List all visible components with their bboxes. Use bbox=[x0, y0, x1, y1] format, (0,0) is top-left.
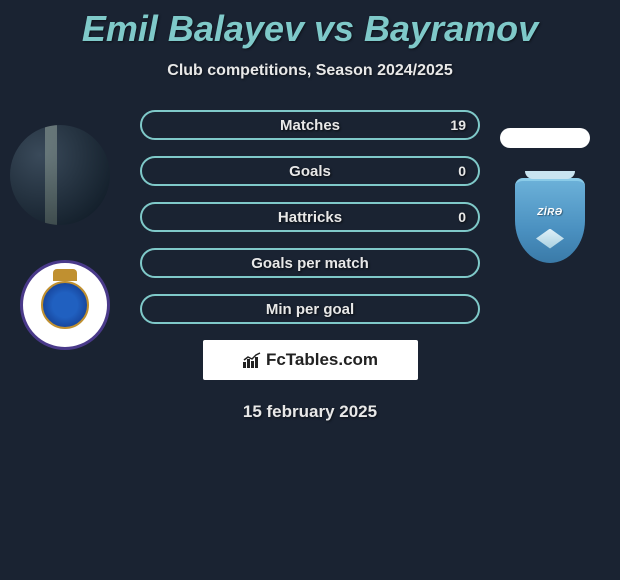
stat-value-right: 19 bbox=[450, 117, 466, 133]
club-right-name: ZİRƏ bbox=[537, 207, 563, 218]
comparison-date: 15 february 2025 bbox=[0, 402, 620, 422]
fctables-chart-icon bbox=[242, 352, 262, 368]
comparison-subtitle: Club competitions, Season 2024/2025 bbox=[0, 62, 620, 80]
club-left-crest bbox=[41, 281, 89, 329]
stat-label: Goals bbox=[289, 163, 331, 180]
stat-value-right: 0 bbox=[458, 209, 466, 225]
comparison-title: Emil Balayev vs Bayramov bbox=[0, 0, 620, 50]
site-name: FcTables.com bbox=[266, 350, 378, 370]
player-right-pill bbox=[500, 128, 590, 148]
stats-container: Matches 19 Goals 0 Hattricks 0 Goals per… bbox=[140, 110, 480, 324]
player-left-avatar bbox=[10, 125, 110, 225]
player-right-club-badge: ZİRƏ bbox=[500, 170, 600, 270]
site-attribution-badge[interactable]: FcTables.com bbox=[203, 340, 418, 380]
stat-label: Hattricks bbox=[278, 209, 342, 226]
stat-row-goals: Goals 0 bbox=[140, 156, 480, 186]
stat-label: Goals per match bbox=[251, 255, 369, 272]
stat-row-goals-per-match: Goals per match bbox=[140, 248, 480, 278]
stat-row-min-per-goal: Min per goal bbox=[140, 294, 480, 324]
stat-label: Matches bbox=[280, 117, 340, 134]
stat-row-hattricks: Hattricks 0 bbox=[140, 202, 480, 232]
club-right-crest: ZİRƏ bbox=[515, 178, 585, 263]
stat-row-matches: Matches 19 bbox=[140, 110, 480, 140]
stat-label: Min per goal bbox=[266, 301, 354, 318]
stat-value-right: 0 bbox=[458, 163, 466, 179]
player-left-club-badge bbox=[20, 260, 110, 350]
